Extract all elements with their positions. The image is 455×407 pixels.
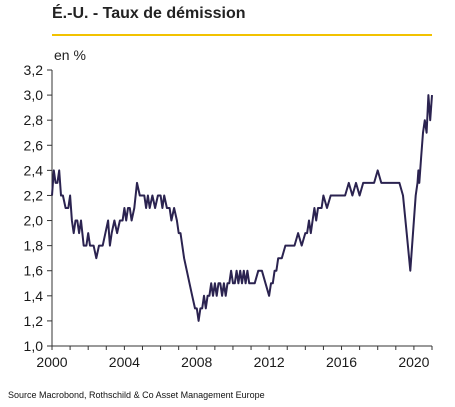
y-tick-label: 1,0	[24, 338, 44, 354]
source-note: Source Macrobond, Rothschild & Co Asset …	[8, 390, 265, 400]
y-tick-label: 1,4	[24, 288, 44, 304]
x-tick-label: 2012	[254, 354, 285, 370]
y-tick-label: 1,8	[24, 238, 44, 254]
y-tick-label: 3,0	[24, 87, 44, 103]
y-axis: 1,0 1,2 1,4 1,6 1,8 2,0 2,2 2,4 2,6 2,8 3,0 3,2	[24, 62, 53, 354]
x-tick-label: 2000	[36, 354, 67, 370]
x-axis: 2000 2004 2008 2012 2016 2020	[36, 345, 433, 370]
series-line-quit-rate	[51, 94, 433, 322]
x-tick-label: 2004	[109, 354, 140, 370]
y-tick-label: 3,2	[24, 62, 44, 78]
y-tick-label: 1,2	[24, 313, 44, 329]
y-tick-label: 2,2	[24, 187, 44, 203]
y-tick-label: 2,4	[24, 162, 44, 178]
unit-label: en %	[54, 47, 86, 63]
y-tick-label: 2,6	[24, 137, 44, 153]
y-tick-label: 2,0	[24, 213, 44, 229]
x-tick-label: 2008	[181, 354, 212, 370]
x-tick-label: 2020	[398, 354, 429, 370]
y-tick-label: 2,8	[24, 112, 44, 128]
chart-title: É.-U. - Taux de démission	[52, 5, 246, 22]
title-underline	[52, 34, 432, 36]
x-tick-label: 2016	[326, 354, 357, 370]
y-tick-label: 1,6	[24, 263, 44, 279]
